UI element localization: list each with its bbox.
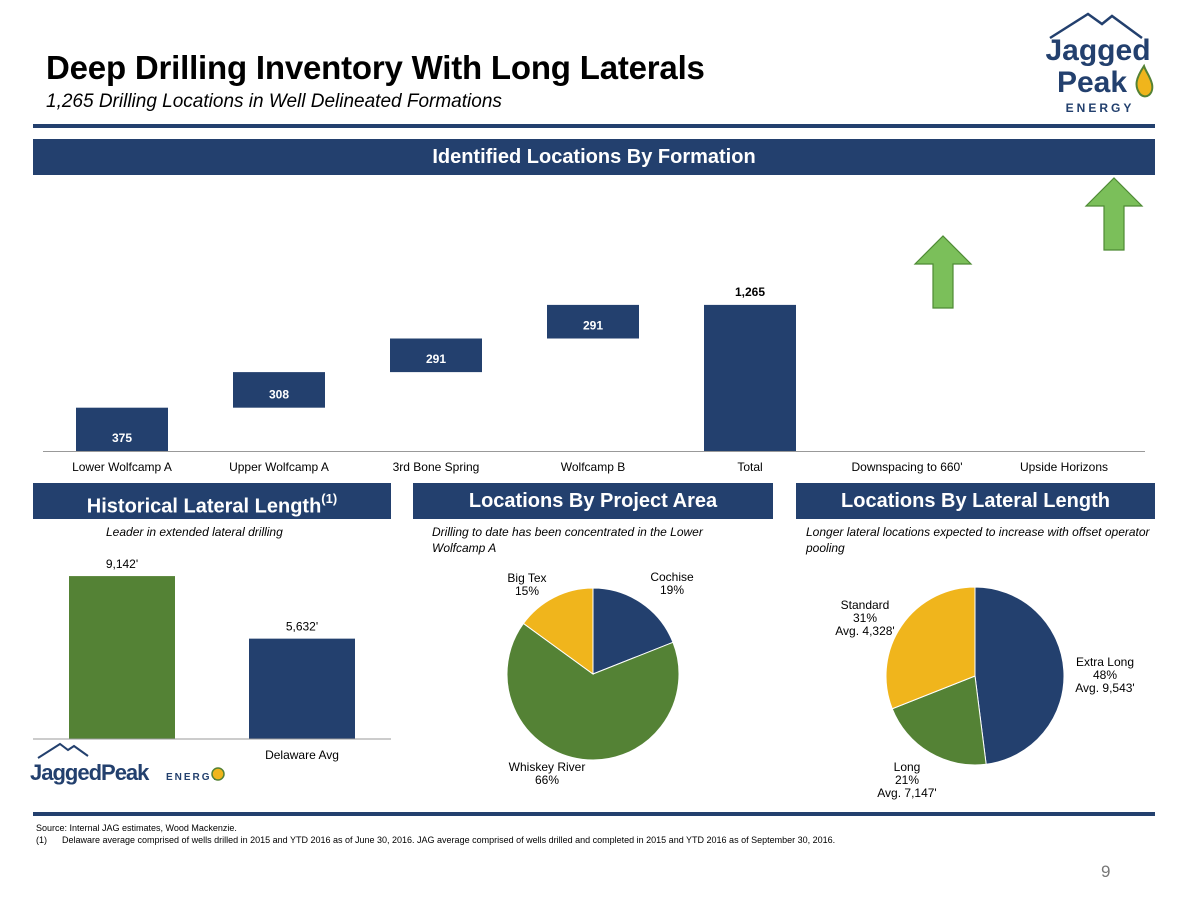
historical-value-delaware-avg: 5,632' xyxy=(286,620,318,634)
upside-arrow-downspacing-to-660 xyxy=(913,235,973,309)
waterfall-category-upper-wolfcamp-a: Upper Wolfcamp A xyxy=(229,460,329,474)
waterfall-chart: 375 308 291 291 1,265 xyxy=(76,177,1144,451)
logo-line3: ENERGY xyxy=(1066,101,1135,115)
section-band-formation: Identified Locations By Formation xyxy=(33,139,1155,175)
lateral-length-pie-slice-standard xyxy=(885,586,976,710)
source-footnote: Source: Internal JAG estimates, Wood Mac… xyxy=(36,823,237,833)
header-rule xyxy=(33,124,1155,128)
project-area-pie-label-big-tex-name: Big Tex xyxy=(507,571,546,585)
historical-bar-jag xyxy=(69,576,175,739)
project-area-pie-label-cochise-name: Cochise xyxy=(650,570,694,584)
lateral-length-pie-slice-extra-long xyxy=(974,586,1065,765)
project-area-note: Drilling to date has been concentrated i… xyxy=(432,525,703,555)
waterfall-category-wolfcamp-b: Wolfcamp B xyxy=(560,460,626,474)
project-area-pie-slice-whiskey-river xyxy=(506,622,680,761)
project-area-pie-label-whiskey-river-percent: 66% xyxy=(535,773,559,787)
waterfall-bar-upper-wolfcamp-a xyxy=(233,372,325,408)
small-logo-text: JaggedPeak xyxy=(30,760,150,785)
waterfall-bar-lower-wolfcamp-a xyxy=(76,407,168,451)
project-area-pie-slice-big-tex xyxy=(522,587,594,675)
historical-footnote-marker: (1) xyxy=(321,491,338,506)
section-band-lateral-length: Locations By Lateral Length xyxy=(796,483,1155,519)
jagged-peak-logo: Jagged Peak ENERGY xyxy=(1045,12,1154,115)
waterfall-bar-total xyxy=(704,304,796,451)
waterfall-bar-3rd-bone-spring xyxy=(390,338,482,373)
logo-line2: Peak xyxy=(1057,66,1127,99)
waterfall-category-upside-horizons: Upside Horizons xyxy=(1019,460,1109,474)
waterfall-bar-wolfcamp-b xyxy=(547,304,639,339)
small-logo-suffix: ENERGY xyxy=(166,772,220,783)
lateral-length-note: Longer lateral locations expected to inc… xyxy=(806,525,1150,555)
upside-arrow-upside-horizons xyxy=(1084,177,1144,251)
small-flame-icon xyxy=(211,767,225,781)
project-area-pie-label-big-tex-percent: 15% xyxy=(515,584,539,598)
page-subtitle: 1,265 Drilling Locations in Well Delinea… xyxy=(46,91,502,112)
lateral-length-pie-label-long-percent: 21% xyxy=(895,773,919,787)
lateral-length-pie-slice-long xyxy=(891,675,987,766)
section-band-project-area: Locations By Project Area xyxy=(413,483,773,519)
waterfall-label-wolfcamp-b: 291 xyxy=(583,319,603,333)
lateral-length-pie-label-standard-name: Standard xyxy=(841,598,890,612)
project-area-pie-slice-cochise xyxy=(592,587,674,675)
lateral-length-pie-label-long-avg: Avg. 7,147' xyxy=(877,786,936,800)
lateral-length-pie-label-extra-long-percent: 48% xyxy=(1093,668,1117,682)
project-area-pie-label-cochise-percent: 19% xyxy=(660,583,684,597)
waterfall-axis xyxy=(43,451,1145,452)
historical-bar-chart: 9,142' 5,632' Delaware Avg xyxy=(33,557,391,762)
waterfall-label-lower-wolfcamp-a: 375 xyxy=(112,431,132,445)
flame-icon xyxy=(1135,63,1154,98)
waterfall-category-lower-wolfcamp-a: Lower Wolfcamp A xyxy=(72,460,172,474)
jagged-peak-small-logo: JaggedPeak ENERGY xyxy=(30,742,225,785)
historical-title: Historical Lateral Length xyxy=(86,495,322,518)
waterfall-label-3rd-bone-spring: 291 xyxy=(426,352,446,366)
page-number: 9 xyxy=(1101,862,1111,881)
lateral-length-pie-label-standard-percent: 31% xyxy=(853,611,877,625)
project-area-pie-label-whiskey-river-name: Whiskey River xyxy=(509,760,586,774)
waterfall-category-3rd-bone-spring: 3rd Bone Spring xyxy=(392,460,480,474)
historical-value-jag: 9,142' xyxy=(106,557,138,571)
historical-category-delaware-avg: Delaware Avg xyxy=(265,748,339,762)
lateral-length-pie-label-extra-long-name: Extra Long xyxy=(1076,655,1134,669)
lateral-length-pie-label-long-name: Long xyxy=(894,760,921,774)
historical-note: Leader in extended lateral drilling xyxy=(106,525,283,539)
footnote-1: Delaware average comprised of wells dril… xyxy=(62,835,836,845)
lateral-length-pie-label-extra-long-avg: Avg. 9,543' xyxy=(1075,681,1134,695)
section-band-historical: Historical Lateral Length(1) xyxy=(33,483,391,519)
footnote-1-marker: (1) xyxy=(36,835,47,845)
historical-bar-delaware-avg xyxy=(249,638,355,739)
waterfall-category-total: Total xyxy=(737,460,763,474)
logo-line1: Jagged xyxy=(1045,34,1150,67)
waterfall-label-total: 1,265 xyxy=(735,285,765,299)
waterfall-category-downspacing-to-660: Downspacing to 660' xyxy=(851,460,963,474)
page-title: Deep Drilling Inventory With Long Latera… xyxy=(46,49,705,86)
footer-rule xyxy=(33,812,1155,816)
waterfall-label-upper-wolfcamp-a: 308 xyxy=(269,388,289,402)
lateral-length-pie-label-standard-avg: Avg. 4,328' xyxy=(835,624,894,638)
